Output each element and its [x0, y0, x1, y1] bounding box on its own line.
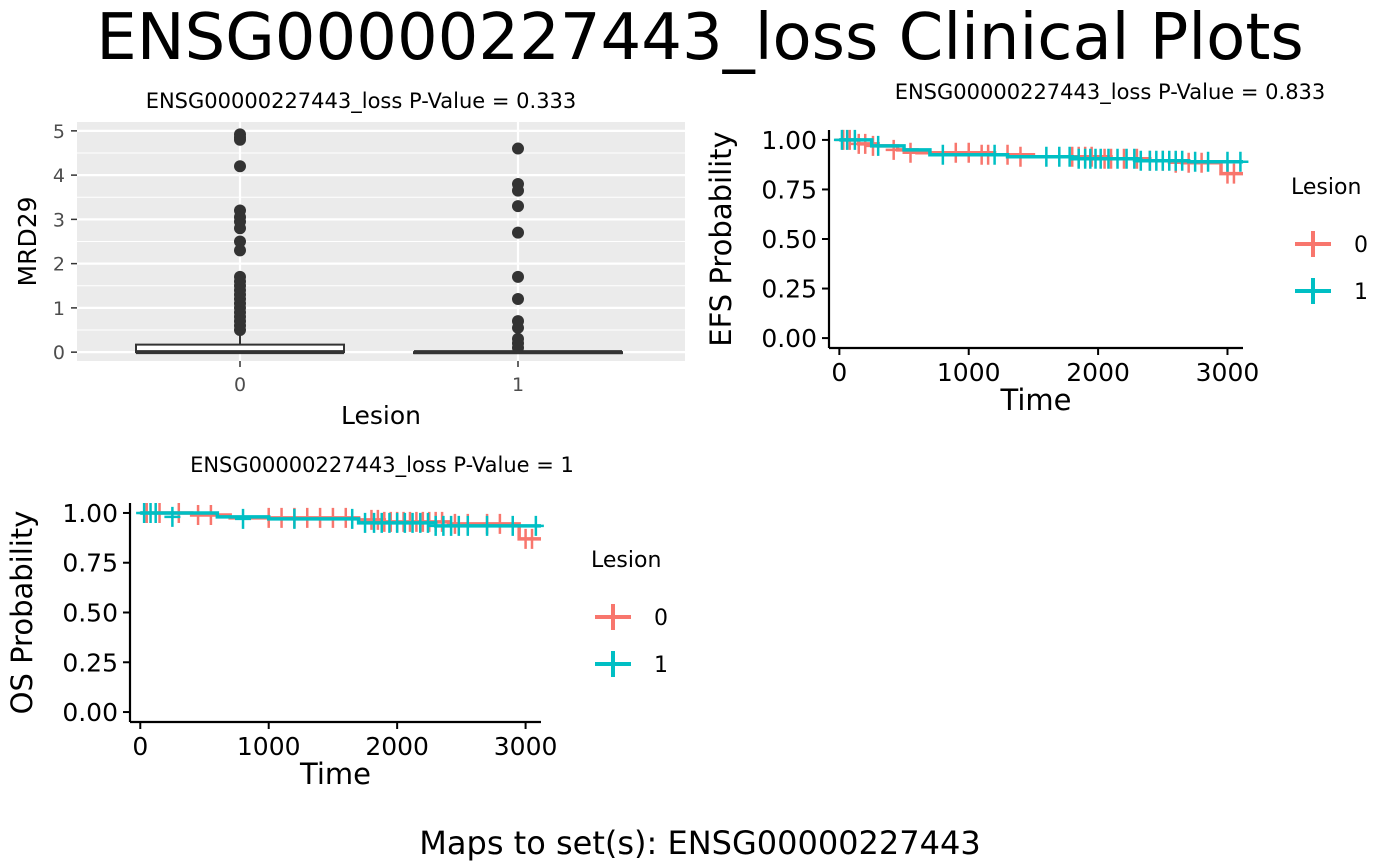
outlier-point	[234, 160, 246, 173]
legend-label: 1	[1354, 280, 1368, 305]
y-tick-label: 0.50	[62, 599, 118, 628]
x-tick-label: 3000	[1196, 358, 1260, 387]
y-tick-label: 4	[53, 165, 65, 187]
outlier-point	[234, 133, 246, 146]
chart-title: ENSG00000227443_loss P-Value = 0.833	[895, 80, 1326, 105]
y-tick-label: 1.00	[62, 499, 118, 528]
x-axis-label: Lesion	[341, 401, 421, 430]
y-tick-label: 3	[53, 209, 65, 231]
censor-mark	[344, 508, 361, 529]
outlier-point	[512, 184, 524, 197]
censor-mark	[524, 528, 541, 549]
censor-mark	[870, 135, 887, 156]
y-tick-label: 0.00	[761, 324, 817, 353]
y-tick-label: 0.75	[761, 175, 817, 204]
x-tick-label: 3000	[494, 732, 558, 761]
chart-title: ENSG00000227443_loss P-Value = 0.333	[146, 89, 577, 114]
censor-mark	[479, 515, 496, 536]
censor-mark	[934, 144, 951, 165]
censor-mark	[527, 515, 544, 536]
legend-key-lesion-0	[595, 604, 631, 630]
outlier-point	[234, 235, 246, 248]
censor-mark	[1061, 146, 1078, 167]
censor-mark	[504, 515, 521, 536]
x-tick-label: 0	[132, 732, 148, 761]
mrd29-boxplot-chart: 0 1 2 3 4 5 0 1 ENSG00000227443_loss P-Value = 0…	[13, 89, 685, 430]
y-tick-label: 0.25	[761, 275, 817, 304]
censor-mark	[986, 144, 1003, 165]
legend-key-lesion-1	[1295, 278, 1331, 304]
legend-label: 1	[654, 653, 668, 678]
y-tick-label: 5	[53, 121, 65, 143]
x-tick-label: 0	[234, 374, 246, 396]
y-tick-label: 0	[53, 342, 65, 364]
legend-key-lesion-0	[1295, 231, 1331, 257]
outlier-point	[234, 244, 246, 257]
figure-footer: Maps to set(s): ENSG00000227443	[419, 824, 981, 862]
outlier-point	[512, 270, 524, 283]
figure-title: ENSG00000227443_loss Clinical Plots	[96, 1, 1304, 75]
outlier-point	[512, 200, 524, 213]
chart-title: ENSG00000227443_loss P-Value = 1	[190, 453, 574, 478]
censor-mark	[147, 502, 164, 523]
censor-mark	[1232, 151, 1249, 172]
outlier-point	[512, 226, 524, 239]
y-axis-label: OS Probability	[5, 511, 39, 715]
x-axis-label: Time	[299, 757, 371, 791]
x-tick-label: 2000	[365, 732, 429, 761]
censor-mark	[491, 513, 508, 534]
censor-mark	[164, 506, 181, 527]
x-tick-label: 1	[512, 374, 524, 396]
censor-mark	[885, 139, 902, 160]
censor-mark	[459, 515, 476, 536]
y-tick-label: 2	[53, 254, 65, 276]
censor-mark	[235, 508, 252, 529]
y-tick-label: 0.00	[62, 698, 118, 727]
outlier-point	[512, 341, 524, 354]
os-survival-chart: 0.00 0.25 0.50 0.75 1.00 0 1000 2000 3000 ENSG000…	[5, 453, 668, 791]
censor-mark	[286, 508, 303, 529]
legend-key-lesion-1	[595, 651, 631, 677]
outlier-point	[512, 293, 524, 306]
x-axis-label: Time	[1000, 383, 1072, 417]
censor-mark	[960, 142, 977, 163]
y-axis-label: EFS Probability	[704, 131, 738, 346]
y-tick-label: 0.75	[62, 549, 118, 578]
x-tick-label: 2000	[1066, 358, 1130, 387]
outlier-point	[512, 321, 524, 334]
censor-mark	[846, 129, 863, 150]
outlier-point	[234, 222, 246, 235]
legend-label: 0	[654, 606, 668, 631]
x-tick-label: 1000	[937, 358, 1001, 387]
outlier-point	[512, 142, 524, 155]
x-tick-label: 0	[831, 358, 847, 387]
censor-mark	[902, 142, 919, 163]
y-tick-label: 0.25	[62, 648, 118, 677]
censor-mark	[419, 512, 436, 533]
efs-survival-chart: 0.00 0.25 0.50 0.75 1.00 0 1000 2000 3000 ENSG000…	[704, 80, 1368, 417]
y-tick-label: 1.00	[761, 126, 817, 155]
legend-title: Lesion	[591, 548, 661, 573]
legend-title: Lesion	[1291, 175, 1361, 200]
y-tick-label: 1	[53, 298, 65, 320]
censor-mark	[1200, 151, 1217, 172]
x-tick-label: 1000	[237, 732, 301, 761]
outlier-point	[234, 324, 246, 337]
y-tick-label: 0.50	[761, 225, 817, 254]
y-axis-label: MRD29	[13, 196, 42, 286]
censor-mark	[1225, 163, 1242, 184]
legend-label: 0	[1354, 233, 1368, 258]
